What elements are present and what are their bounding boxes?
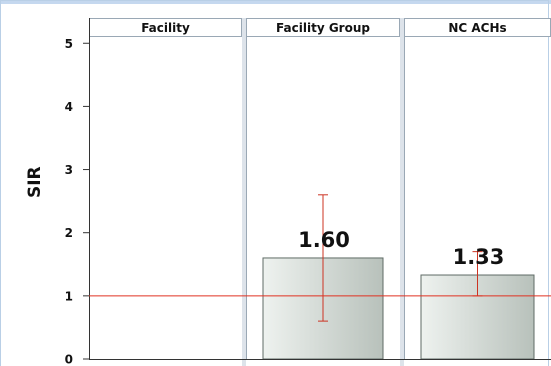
panel-title-1: Facility [141,21,190,35]
data-label-2: 1.60 [298,228,350,252]
y-axis-title: SIR [25,166,45,198]
y-tick-label-0: 0 [65,353,73,366]
y-tick-label-1: 1 [65,289,73,303]
panel-title-3: NC ACHs [448,21,506,35]
data-label-3: 1.33 [453,245,505,269]
panel-gap-1 [242,18,246,366]
panel-gap-2 [400,18,404,366]
y-tick-label-5: 5 [65,37,73,51]
panel-header-2 [246,18,400,37]
window-top-band [0,0,551,4]
y-tick-label-2: 2 [65,226,73,240]
y-tick-label-3: 3 [65,163,73,177]
panel-title-2: Facility Group [276,21,370,35]
y-tick-label-4: 4 [65,100,73,114]
